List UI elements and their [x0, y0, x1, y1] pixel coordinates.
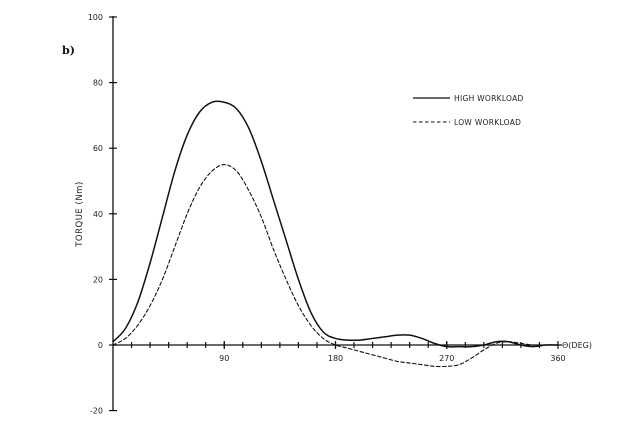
panel-label: b) — [62, 44, 75, 57]
y-tick-label: 20 — [93, 275, 103, 284]
series-high-workload-line — [112, 100, 559, 348]
series-layer — [112, 100, 559, 368]
legend-high-workload-label: HIGH WORKLOAD — [454, 94, 524, 103]
y-ticks: -20 0 20 40 60 80 100 — [88, 13, 117, 416]
x-tick-label: 90 — [219, 354, 229, 363]
x-axis-title: Θ(DEG) — [562, 341, 592, 350]
legend: HIGH WORKLOAD LOW WORKLOAD — [413, 94, 524, 127]
y-tick-label: 80 — [93, 79, 103, 88]
x-tick-label: 360 — [550, 354, 565, 363]
axes — [112, 16, 562, 411]
y-tick-label: 60 — [93, 144, 103, 153]
series-low-workload-line — [112, 164, 559, 368]
y-tick-label: 40 — [93, 210, 103, 219]
x-ticks: 90 180 270 360 — [130, 341, 566, 363]
y-tick-label: 0 — [98, 341, 103, 350]
x-tick-label: 180 — [328, 354, 343, 363]
x-tick-label: 270 — [439, 354, 454, 363]
y-tick-label: 100 — [88, 13, 103, 22]
y-tick-label: -20 — [90, 407, 103, 416]
y-axis-title: TORQUE (Nm) — [75, 181, 85, 248]
legend-low-workload-label: LOW WORKLOAD — [454, 118, 521, 127]
